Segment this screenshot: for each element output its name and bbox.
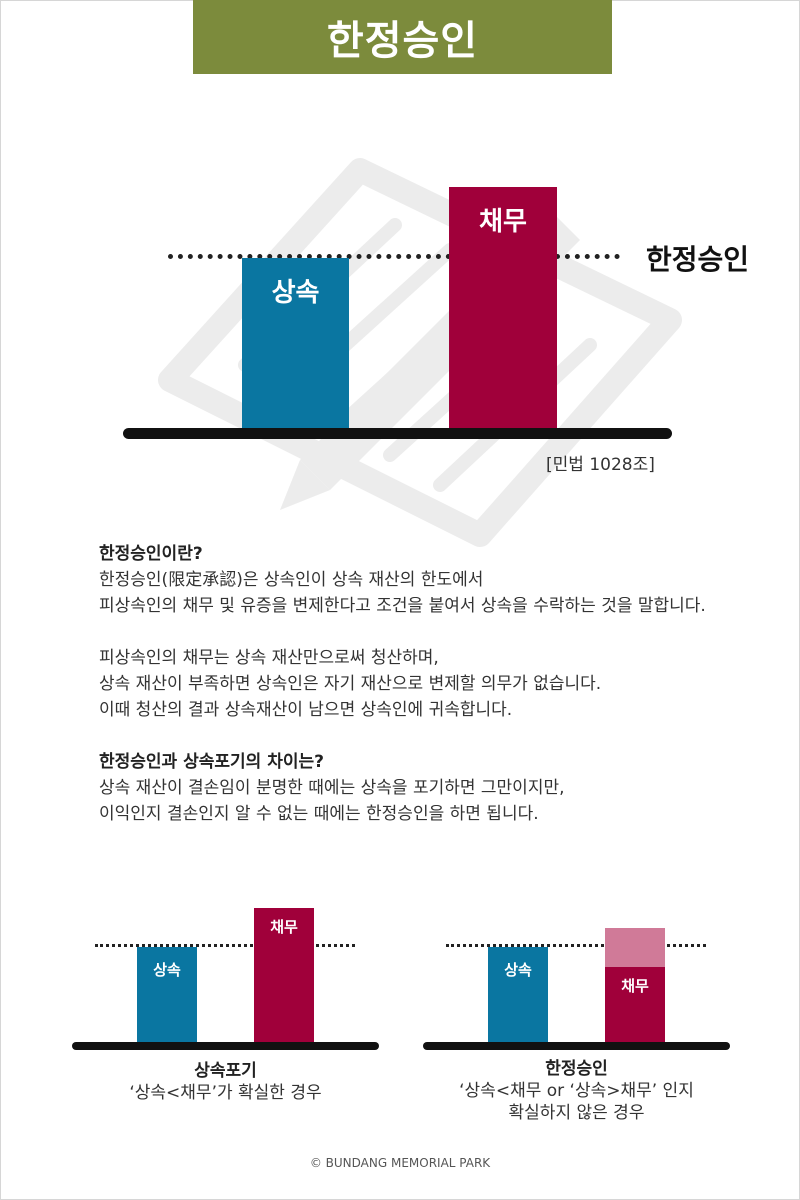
paragraph-line: 이때 청산의 결과 상속재산이 남으면 상속인에 귀속합니다. bbox=[99, 700, 513, 720]
right-caption-line: ‘상속<채무 or ‘상속>채무’ 인지 bbox=[459, 1081, 694, 1101]
explanation-text: 한정승인이란? 한정승인(限定承認)은 상속인이 상속 재산의 한도에서 피상속… bbox=[99, 541, 799, 827]
spacer bbox=[99, 723, 799, 749]
right-debt-bar-label: 채무 bbox=[621, 977, 649, 995]
left-inheritance-bar-label: 상속 bbox=[153, 961, 181, 979]
debt-bar: 채무 bbox=[449, 187, 557, 430]
left-caption-title: 상속포기 bbox=[194, 1061, 257, 1081]
left-debt-bar: 채무 bbox=[254, 908, 314, 1044]
question-what-is: 한정승인이란? bbox=[99, 544, 203, 564]
question-difference: 한정승인과 상속포기의 차이는? bbox=[99, 752, 325, 772]
threshold-dotted-line bbox=[168, 254, 620, 259]
paragraph-line: 상속 재산이 결손임이 분명한 때에는 상속을 포기하면 그만이지만, bbox=[99, 778, 565, 798]
debt-bar-label: 채무 bbox=[479, 207, 527, 237]
right-caption: 한정승인 ‘상속<채무 or ‘상속>채무’ 인지 확실하지 않은 경우 bbox=[413, 1058, 740, 1124]
inheritance-bar-label: 상속 bbox=[271, 278, 320, 308]
left-debt-bar-label: 채무 bbox=[270, 918, 298, 936]
right-debt-uncertain-bar bbox=[605, 928, 665, 967]
left-baseline bbox=[72, 1042, 379, 1050]
right-inheritance-bar-label: 상속 bbox=[504, 961, 532, 979]
right-debt-bar: 채무 bbox=[605, 967, 665, 1044]
paragraph-line: 한정승인(限定承認)은 상속인이 상속 재산의 한도에서 bbox=[99, 570, 484, 590]
paragraph-line: 피상속인의 채무는 상속 재산만으로써 청산하며, bbox=[99, 648, 439, 668]
right-caption-line: 확실하지 않은 경우 bbox=[508, 1103, 645, 1123]
right-inheritance-bar: 상속 bbox=[488, 947, 548, 1044]
right-caption-title: 한정승인 bbox=[545, 1059, 608, 1079]
page-title: 한정승인 bbox=[193, 0, 612, 74]
paragraph-line: 상속 재산이 부족하면 상속인은 자기 재산으로 변제할 의무가 없습니다. bbox=[99, 674, 602, 694]
left-threshold-dotted-line bbox=[95, 944, 355, 947]
threshold-line-label: 한정승인 bbox=[646, 243, 750, 276]
paragraph-line: 피상속인의 채무 및 유증을 변제한다고 조건을 붙여서 상속을 수락하는 것을… bbox=[99, 596, 706, 616]
copyright-text: © BUNDANG MEMORIAL PARK bbox=[309, 1156, 491, 1170]
left-caption: 상속포기 ‘상속<채무’가 확실한 경우 bbox=[72, 1060, 379, 1104]
inheritance-bar: 상속 bbox=[242, 258, 349, 430]
paragraph-line: 이익인지 결손인지 알 수 없는 때에는 한정승인을 하면 됩니다. bbox=[99, 804, 539, 824]
spacer bbox=[99, 619, 799, 645]
legal-source-label: [민법 1028조] bbox=[546, 455, 655, 475]
document-pen-watermark-icon bbox=[158, 158, 682, 547]
right-baseline bbox=[423, 1042, 730, 1050]
main-baseline bbox=[123, 428, 672, 439]
left-inheritance-bar: 상속 bbox=[137, 947, 197, 1044]
right-threshold-dotted-line bbox=[446, 944, 706, 947]
left-caption-line: ‘상속<채무’가 확실한 경우 bbox=[129, 1083, 322, 1103]
